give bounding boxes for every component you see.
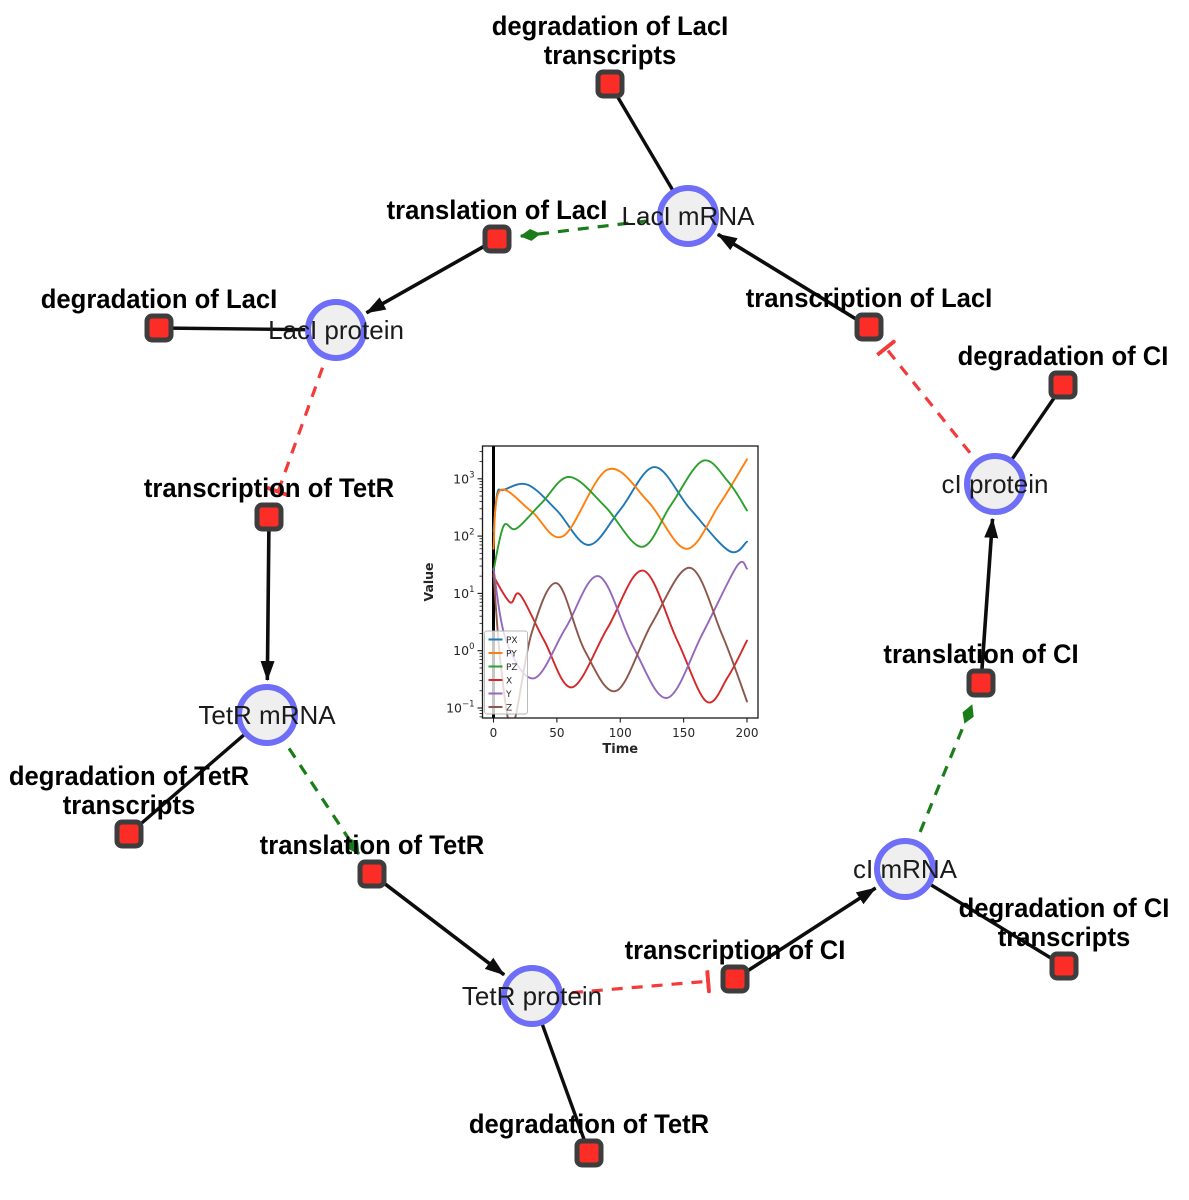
node-labels: LacI mRNA LacI protein TetR mRNA TetR prote… bbox=[9, 10, 1170, 1139]
species-label-tetr-protein: TetR protein bbox=[462, 981, 602, 1011]
chart-xtick-label: 150 bbox=[672, 726, 695, 740]
chart-xtick-label: 200 bbox=[736, 726, 759, 740]
chart-ytick-label: 102 bbox=[453, 528, 474, 544]
reaction-node-degradation-ci bbox=[1048, 370, 1078, 400]
species-node-laci-mrna bbox=[657, 185, 719, 247]
chart-ytick-label: 10−1 bbox=[446, 700, 474, 716]
chart-ytick-label: 103 bbox=[453, 470, 474, 486]
species-node-ci-protein bbox=[964, 453, 1026, 515]
reaction-label-translation-laci: translation of LacI bbox=[387, 194, 608, 225]
reaction-label-deg-laci-transcripts-line1: degradation of LacI bbox=[492, 10, 729, 41]
edge-transcription-ci-to-ci-mrna bbox=[734, 886, 877, 981]
edge-translation-tetr-to-tetr-protein bbox=[370, 872, 506, 977]
chart-legend-label-z: Z bbox=[506, 703, 512, 713]
chart-xtick-label: 100 bbox=[609, 726, 632, 740]
species-node-laci-protein bbox=[305, 299, 367, 361]
chart-series bbox=[492, 458, 748, 718]
reaction-node-deg-tetr-transcripts bbox=[114, 819, 144, 849]
reaction-node-degradation-laci bbox=[144, 313, 174, 343]
chart-ytick-label: 100 bbox=[453, 642, 474, 658]
reaction-label-deg-ci-transcripts-line2: transcripts bbox=[998, 921, 1131, 952]
chart-plot-area bbox=[482, 446, 758, 718]
chart-line-x bbox=[492, 569, 748, 704]
chart-xlabel: Time bbox=[602, 742, 638, 757]
reaction-node-transcription-tetr bbox=[254, 502, 284, 532]
species-label-laci-mrna: LacI mRNA bbox=[622, 201, 756, 231]
reaction-node-deg-ci-transcripts bbox=[1049, 951, 1079, 981]
reaction-label-deg-tetr-transcripts-line2: transcripts bbox=[63, 789, 196, 820]
chart-ylabel: Value bbox=[421, 562, 436, 601]
reaction-node-translation-ci bbox=[966, 668, 996, 698]
reaction-label-deg-ci-transcripts-line1: degradation of CI bbox=[959, 892, 1170, 923]
species-node-ci-mrna bbox=[874, 838, 936, 900]
chart-line-py bbox=[492, 458, 748, 550]
species-label-tetr-mrna: TetR mRNA bbox=[198, 700, 336, 730]
reaction-node-transcription-ci bbox=[720, 964, 750, 994]
chart-legend-label-pz: PZ bbox=[506, 663, 518, 673]
reaction-label-degradation-tetr: degradation of TetR bbox=[469, 1108, 709, 1139]
nodes bbox=[114, 69, 1079, 1168]
reaction-label-transcription-tetr: transcription of TetR bbox=[144, 472, 394, 503]
chart-legend-label-py: PY bbox=[506, 649, 517, 659]
chart-legend-label-x: X bbox=[506, 676, 512, 686]
edge-translation-laci-to-laci-protein bbox=[365, 237, 498, 315]
reaction-node-translation-laci bbox=[482, 224, 512, 254]
edge-transcription-tetr-to-tetr-mrna bbox=[260, 516, 275, 682]
chart-ytick-label: 101 bbox=[453, 585, 474, 601]
edge-transcription-laci-to-laci-mrna bbox=[716, 232, 870, 329]
chart-xtick-label: 0 bbox=[490, 726, 498, 740]
chart-line-z bbox=[492, 566, 748, 718]
reaction-node-transcription-laci bbox=[854, 312, 884, 342]
inset-chart: 0 50 100 150 20010−1100101102103TimeValuePXP… bbox=[421, 445, 759, 757]
reaction-label-deg-tetr-transcripts-line1: degradation of TetR bbox=[9, 760, 249, 791]
reaction-label-degradation-laci: degradation of LacI bbox=[41, 283, 278, 314]
reaction-label-translation-tetr: translation of TetR bbox=[260, 829, 485, 860]
chart-legend-label-y: Y bbox=[505, 690, 512, 700]
species-node-tetr-mrna bbox=[236, 684, 298, 746]
species-node-tetr-protein bbox=[501, 965, 563, 1027]
reaction-label-deg-laci-transcripts-line2: transcripts bbox=[544, 39, 677, 70]
chart-line-pz bbox=[492, 459, 748, 572]
reaction-node-degradation-tetr bbox=[574, 1138, 604, 1168]
species-label-ci-mrna: cI mRNA bbox=[853, 854, 958, 884]
edge-ci-mrna-to-deg-ci-transcripts bbox=[904, 867, 1065, 968]
reaction-label-transcription-ci: transcription of CI bbox=[625, 934, 846, 965]
species-label-laci-protein: LacI protein bbox=[268, 315, 404, 345]
reaction-label-transcription-laci: transcription of LacI bbox=[746, 282, 993, 313]
species-label-ci-protein: cI protein bbox=[942, 469, 1049, 499]
reaction-node-deg-laci-transcripts bbox=[595, 69, 625, 99]
reaction-label-translation-ci: translation of CI bbox=[883, 638, 1078, 669]
reaction-node-translation-tetr bbox=[357, 859, 387, 889]
reaction-label-degradation-ci: degradation of CI bbox=[958, 340, 1169, 371]
edge-translation-ci-to-ci-protein bbox=[979, 517, 999, 684]
chart-legend: PX PY PZ XYZ bbox=[484, 630, 528, 715]
chart-legend-label-px: PX bbox=[506, 636, 518, 646]
chart-xtick-label: 50 bbox=[549, 726, 564, 740]
